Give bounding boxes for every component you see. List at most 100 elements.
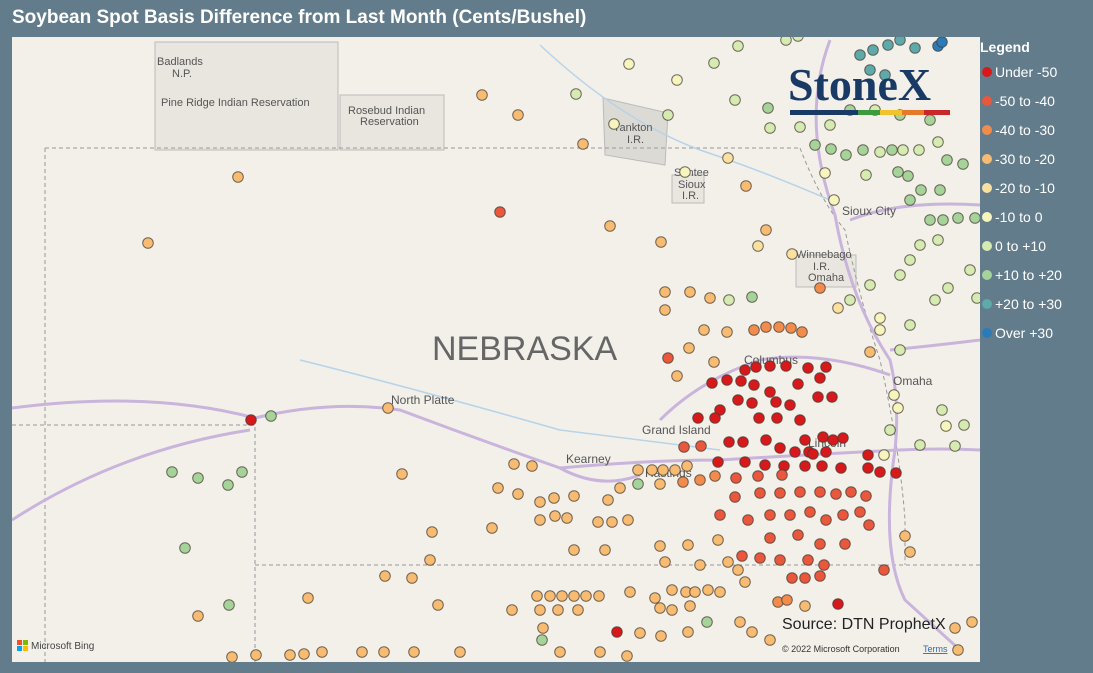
basis-point — [406, 572, 418, 584]
basis-point — [736, 550, 748, 562]
basis-point — [820, 446, 832, 458]
basis-point — [682, 539, 694, 551]
basis-point — [594, 646, 606, 658]
basis-point — [952, 644, 964, 656]
basis-point — [396, 468, 408, 480]
basis-point — [840, 149, 852, 161]
basis-point — [864, 279, 876, 291]
basis-point — [534, 496, 546, 508]
basis-point — [958, 419, 970, 431]
basis-point — [654, 540, 666, 552]
basis-point — [894, 37, 906, 46]
basis-point — [792, 37, 804, 42]
basis-point — [721, 374, 733, 386]
legend-swatch — [982, 183, 992, 193]
basis-point — [426, 526, 438, 538]
basis-point — [902, 170, 914, 182]
basis-point — [786, 248, 798, 260]
basis-point — [659, 556, 671, 568]
basis-point — [752, 240, 764, 252]
map-label: Sioux City — [842, 204, 896, 218]
basis-point — [746, 291, 758, 303]
map-label: I.R. — [813, 261, 830, 273]
basis-point — [760, 434, 772, 446]
basis-point — [854, 506, 866, 518]
basis-point — [166, 466, 178, 478]
basis-point — [531, 590, 543, 602]
basis-point — [695, 440, 707, 452]
basis-point — [799, 572, 811, 584]
basis-point — [786, 572, 798, 584]
basis-point — [236, 466, 248, 478]
map-label: Badlands — [157, 56, 203, 68]
basis-point — [701, 616, 713, 628]
basis-point — [621, 650, 633, 662]
legend-label: -50 to -40 — [995, 93, 1055, 109]
basis-point — [748, 379, 760, 391]
basis-point — [708, 57, 720, 69]
basis-point — [704, 292, 716, 304]
map-label: Reservation — [360, 116, 419, 128]
basis-point — [753, 412, 765, 424]
basis-point — [879, 69, 891, 81]
basis-point — [794, 121, 806, 133]
legend-label: 0 to +10 — [995, 238, 1046, 254]
basis-point — [723, 294, 735, 306]
basis-point — [894, 269, 906, 281]
basis-point — [860, 490, 872, 502]
basis-point — [809, 139, 821, 151]
terms-link[interactable]: Terms — [923, 644, 948, 654]
basis-point — [914, 239, 926, 251]
basis-point — [860, 169, 872, 181]
basis-point — [408, 646, 420, 658]
basis-point — [739, 576, 751, 588]
basis-point — [764, 360, 776, 372]
basis-point — [671, 370, 683, 382]
basis-point — [632, 478, 644, 490]
basis-point — [179, 542, 191, 554]
basis-point — [971, 292, 980, 304]
legend-label: Under -50 — [995, 64, 1057, 80]
basis-point — [771, 412, 783, 424]
basis-point — [739, 456, 751, 468]
basis-point — [602, 494, 614, 506]
basis-point — [604, 220, 616, 232]
basis-point — [654, 602, 666, 614]
basis-point — [512, 488, 524, 500]
basis-point — [250, 649, 262, 661]
basis-point — [794, 414, 806, 426]
basis-point — [454, 646, 466, 658]
basis-point — [623, 58, 635, 70]
basis-point — [506, 604, 518, 616]
basis-point — [864, 64, 876, 76]
basis-point — [284, 649, 296, 661]
basis-point — [890, 467, 902, 479]
basis-point — [568, 544, 580, 556]
copyright: © 2022 Microsoft Corporation — [782, 644, 900, 654]
basis-point — [655, 236, 667, 248]
basis-point — [494, 206, 506, 218]
basis-point — [773, 321, 785, 333]
basis-point — [709, 412, 721, 424]
legend-swatch — [982, 67, 992, 77]
basis-point — [378, 646, 390, 658]
basis-point — [689, 586, 701, 598]
basis-point — [709, 470, 721, 482]
legend-title: Legend — [980, 39, 1030, 55]
basis-point — [941, 154, 953, 166]
basis-point — [671, 74, 683, 86]
basis-point — [734, 616, 746, 628]
legend-label: +10 to +20 — [995, 267, 1062, 283]
basis-point — [874, 324, 886, 336]
basis-point — [382, 402, 394, 414]
legend-label: Over +30 — [995, 325, 1053, 341]
basis-point — [729, 491, 741, 503]
basis-point — [534, 604, 546, 616]
basis-point — [814, 372, 826, 384]
legend-swatch — [982, 125, 992, 135]
legend-swatch — [982, 299, 992, 309]
basis-point — [794, 486, 806, 498]
basis-point — [245, 414, 257, 426]
map-label: Grand Island — [642, 423, 711, 437]
legend-label: -20 to -10 — [995, 180, 1055, 196]
